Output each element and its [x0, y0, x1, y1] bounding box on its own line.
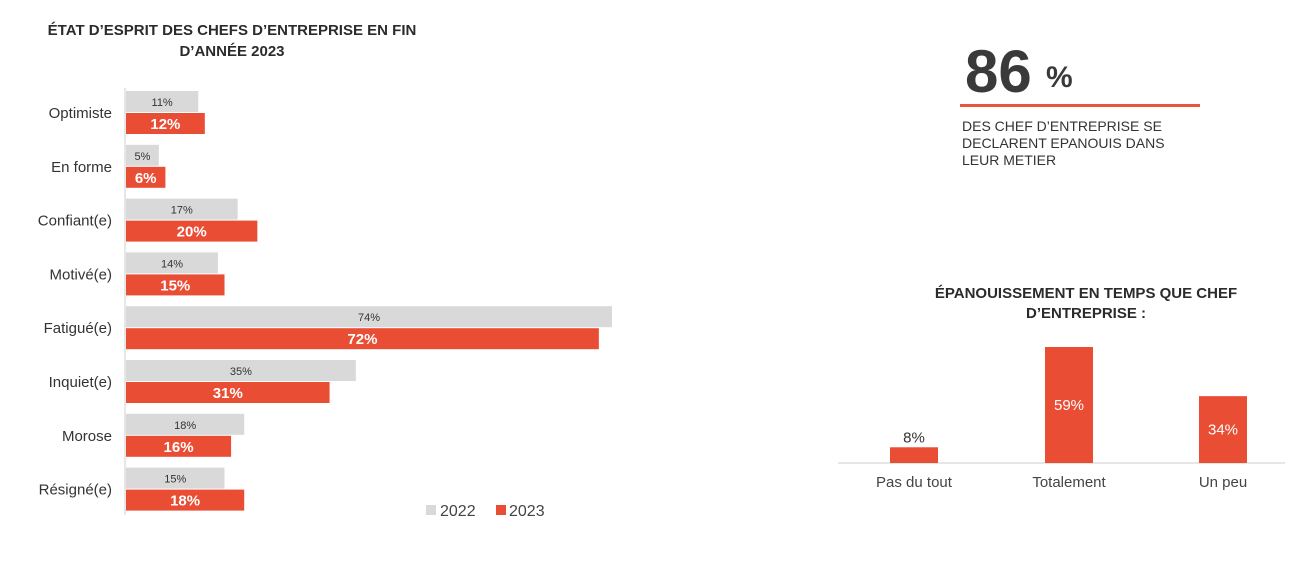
- bar-2023-label-5: 31%: [213, 385, 243, 402]
- bar-2023-1: [126, 166, 166, 188]
- category-label-1: En forme: [51, 159, 112, 176]
- bar-2023-label-2: 20%: [177, 224, 207, 241]
- bar2-category-0: Pas du tout: [876, 474, 953, 491]
- category-label-6: Morose: [62, 428, 112, 445]
- bar-2022-4: [126, 306, 612, 328]
- bar-2022-label-4: 74%: [358, 312, 380, 324]
- bar-2023-0: [126, 113, 205, 134]
- chart2-title: ÉPANOUISSEMENT EN TEMPS QUE CHEF D’ENTRE…: [880, 284, 1292, 324]
- bar2-label-0: 8%: [903, 429, 925, 446]
- bar-2023-2: [126, 220, 258, 242]
- bar2-label-2: 34%: [1208, 422, 1238, 439]
- legend-label-2023: 2023: [509, 503, 545, 520]
- bar-2023-5: [126, 382, 330, 403]
- stat-divider: [960, 104, 1200, 107]
- stat-description-line-1: DES CHEF D’ENTREPRISE SE: [962, 118, 1162, 134]
- bar-2023-6: [126, 435, 232, 457]
- bar-2022-label-2: 17%: [171, 205, 193, 217]
- chart2-title-line-2: D’ENTREPRISE :: [1025, 305, 1146, 322]
- bar2-label-1: 59%: [1054, 397, 1084, 414]
- bar-2023-label-0: 12%: [150, 116, 180, 133]
- bar-2022-6: [126, 413, 245, 435]
- legend-label-2022: 2022: [440, 503, 476, 520]
- bar-2022-1: [126, 144, 159, 166]
- bar-2022-label-5: 35%: [230, 366, 252, 378]
- stat-description-line-2: DECLARENT EPANOUIS DANS: [962, 135, 1165, 151]
- bar-2022-5: [126, 360, 356, 381]
- bar-2022-2: [126, 198, 238, 220]
- chart1-title-line-1: ÉTAT D’ESPRIT DES CHEFS D’ENTREPRISE EN …: [47, 22, 417, 39]
- legend-swatch-2022: [426, 505, 436, 515]
- bar-2023-label-3: 15%: [160, 277, 190, 294]
- category-label-2: Confiant(e): [38, 213, 112, 230]
- chart2-title-line-1: ÉPANOUISSEMENT EN TEMPS QUE CHEF: [934, 285, 1238, 302]
- stat-percent-sign: %: [1046, 61, 1073, 94]
- bar-2022-label-1: 5%: [134, 151, 150, 163]
- category-label-0: Optimiste: [49, 105, 112, 122]
- bar2-1: [1045, 347, 1093, 463]
- mood-bar-chart: Optimiste 11% 12% En forme 5% 6% Confiant(e) 17…: [38, 88, 612, 520]
- bar-2023-label-1: 6%: [135, 170, 157, 187]
- category-label-3: Motivé(e): [49, 266, 112, 283]
- category-label-7: Résigné(e): [39, 482, 112, 499]
- bar-2023-label-6: 16%: [164, 439, 194, 456]
- stat-description: DES CHEF D’ENTREPRISE SE DECLARENT EPANO…: [962, 118, 1222, 169]
- stat-description-line-3: LEUR METIER: [962, 152, 1057, 168]
- bar-2022-0: [126, 91, 199, 112]
- bar-2022-label-3: 14%: [161, 258, 183, 270]
- bar2-0: [890, 447, 938, 463]
- bar-2023-4: [126, 328, 599, 350]
- bar2-category-1: Totalement: [1032, 474, 1106, 491]
- bar2-category-2: Un peu: [1199, 474, 1247, 491]
- bar-2023-7: [126, 489, 245, 511]
- legend-swatch-2023: [496, 505, 506, 515]
- category-label-4: Fatigué(e): [44, 320, 112, 337]
- category-label-5: Inquiet(e): [49, 374, 112, 391]
- stat-number: 86: [965, 38, 1032, 105]
- bar-2022-label-7: 15%: [164, 474, 186, 486]
- bar-2023-label-4: 72%: [347, 331, 377, 348]
- chart1-legend: 2022 2023: [426, 503, 545, 520]
- chart1-title: ÉTAT D’ESPRIT DES CHEFS D’ENTREPRISE EN …: [22, 20, 442, 62]
- bar-2023-3: [126, 274, 225, 296]
- bar-2022-7: [126, 467, 225, 489]
- bar2-2: [1199, 396, 1247, 463]
- bar-2022-label-0: 11%: [152, 97, 173, 109]
- chart1-title-line-2: D’ANNÉE 2023: [179, 43, 285, 60]
- bar-2023-label-7: 18%: [170, 493, 200, 510]
- bar-2022-label-6: 18%: [174, 420, 196, 432]
- bar-2022-3: [126, 252, 218, 274]
